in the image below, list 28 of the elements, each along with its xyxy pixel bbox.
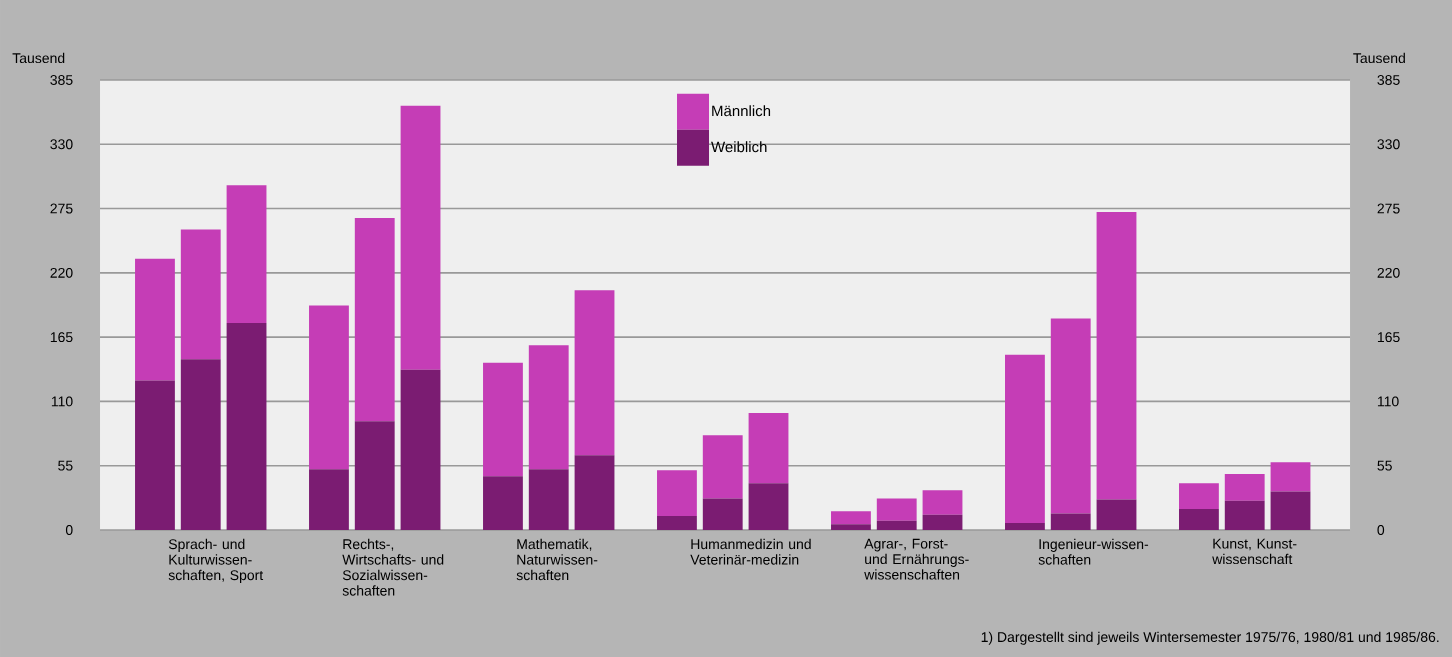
y-tick-label: 275: [50, 203, 73, 214]
y-tick-label: 220: [50, 267, 73, 278]
y-tick-label: 385: [50, 75, 73, 85]
text: 1) Dargestellt sind jeweils Wintersemester 1975/76, 1980/81 und 1985/86.: [981, 631, 1439, 645]
y-tick-label: 55: [58, 460, 73, 471]
x-tick-label: Kunst, Kunst-wissenschaft: [1212, 538, 1297, 565]
y2-tick-label: 275: [1377, 203, 1400, 214]
y-axis-title: Tausend: [12, 52, 65, 64]
x-tick-label: Mathematik, Naturwissen-schaften: [516, 538, 598, 581]
y-tick-label: 330: [50, 139, 73, 150]
y2-tick-label: 220: [1377, 267, 1400, 278]
x-tick-label: Humanmedizin und Veterinär-medizin: [690, 538, 811, 565]
y2-tick-label: 385: [1377, 75, 1400, 85]
legend-label: Weiblich: [711, 141, 767, 153]
y2-tick-label: 165: [1377, 332, 1400, 343]
y-tick-label: 165: [50, 332, 73, 343]
x-tick-label: Agrar-, Forst- und Ernährungs-wissenschaften: [864, 538, 969, 580]
y2-tick-label: 330: [1377, 139, 1400, 150]
legend-label: Männlich: [712, 105, 771, 117]
x-tick-label: Sprach- und Kulturwissen-schaften, Sport: [168, 538, 264, 583]
y-tick-label: 0: [65, 525, 73, 535]
y2-axis-title: Tausend: [1353, 52, 1405, 64]
x-tick-label: Rechts-, Wirtschafts- und Sozialwissen-schaften: [342, 538, 444, 596]
y2-tick-label: 55: [1377, 460, 1392, 471]
x-tick-label: Ingenieur-wissen-schaften: [1038, 538, 1149, 565]
y2-tick-label: 0: [1377, 525, 1385, 535]
y-tick-label: 110: [51, 396, 73, 407]
y2-tick-label: 110: [1377, 396, 1399, 407]
